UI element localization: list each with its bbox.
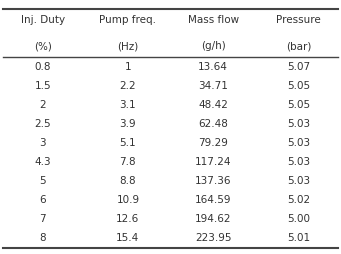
Text: 48.42: 48.42 [198,100,228,110]
Text: 117.24: 117.24 [195,157,232,167]
Text: 5.07: 5.07 [287,62,310,72]
Text: Mass flow: Mass flow [188,15,239,25]
Text: 5.03: 5.03 [287,119,310,129]
Text: 10.9: 10.9 [116,195,139,205]
Text: 1: 1 [124,62,131,72]
Text: 62.48: 62.48 [198,119,228,129]
Text: (bar): (bar) [286,41,311,51]
Text: 5.03: 5.03 [287,157,310,167]
Text: Pressure: Pressure [276,15,321,25]
Text: 5.03: 5.03 [287,138,310,148]
Text: 1.5: 1.5 [34,81,51,91]
Text: 5.01: 5.01 [287,233,310,243]
Text: 6: 6 [39,195,46,205]
Text: (Hz): (Hz) [117,41,138,51]
Text: 7.8: 7.8 [120,157,136,167]
Text: 164.59: 164.59 [195,195,232,205]
Text: 13.64: 13.64 [198,62,228,72]
Text: 8: 8 [39,233,46,243]
Text: 5.05: 5.05 [287,100,310,110]
Text: 137.36: 137.36 [195,176,232,186]
Text: 5.02: 5.02 [287,195,310,205]
Text: Inj. Duty: Inj. Duty [20,15,65,25]
Text: 2.2: 2.2 [120,81,136,91]
Text: 5.1: 5.1 [120,138,136,148]
Text: (g/h): (g/h) [201,41,225,51]
Text: 0.8: 0.8 [34,62,51,72]
Text: (%): (%) [34,41,51,51]
Text: 7: 7 [39,214,46,224]
Text: 5.00: 5.00 [287,214,310,224]
Text: 79.29: 79.29 [198,138,228,148]
Text: 194.62: 194.62 [195,214,232,224]
Text: 5.05: 5.05 [287,81,310,91]
Text: 15.4: 15.4 [116,233,139,243]
Text: 8.8: 8.8 [120,176,136,186]
Text: 223.95: 223.95 [195,233,232,243]
Text: 5: 5 [39,176,46,186]
Text: 2: 2 [39,100,46,110]
Text: 3.1: 3.1 [120,100,136,110]
Text: 4.3: 4.3 [34,157,51,167]
Text: 2.5: 2.5 [34,119,51,129]
Text: Pump freq.: Pump freq. [99,15,157,25]
Text: 34.71: 34.71 [198,81,228,91]
Text: 3: 3 [39,138,46,148]
Text: 3.9: 3.9 [120,119,136,129]
Text: 5.03: 5.03 [287,176,310,186]
Text: 12.6: 12.6 [116,214,139,224]
